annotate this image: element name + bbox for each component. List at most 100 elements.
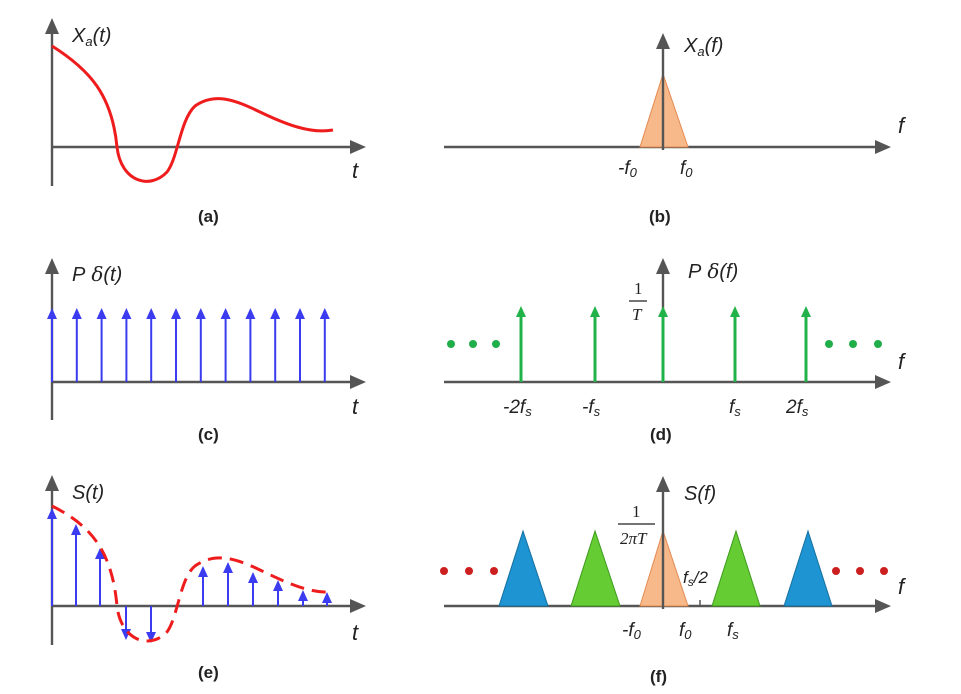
impulse bbox=[245, 308, 256, 382]
dot bbox=[874, 340, 882, 348]
panel-d-tick-2fs: 2fs bbox=[785, 397, 809, 419]
impulse bbox=[146, 308, 157, 382]
sample-impulse-arrowhead bbox=[273, 580, 283, 591]
dot bbox=[492, 340, 500, 348]
impulse bbox=[319, 308, 330, 382]
dot bbox=[832, 567, 840, 575]
panel-d-tick-fs: fs bbox=[729, 397, 741, 419]
panel-d-x-arrowhead bbox=[875, 375, 891, 389]
panel-f-fraction-numerator: 1 bbox=[632, 502, 641, 521]
panel-f-caption: (f) bbox=[650, 667, 667, 686]
panel-c-x-arrowhead bbox=[350, 375, 366, 389]
panel-f-triangle-neg2 bbox=[498, 529, 549, 607]
sample-impulse bbox=[71, 524, 81, 606]
panel-f-tick-neg-f0: -f0 bbox=[622, 620, 642, 642]
spectral-impulse bbox=[801, 306, 811, 382]
dot bbox=[825, 340, 833, 348]
impulse-arrowhead bbox=[220, 308, 231, 319]
spectral-impulse-arrowhead bbox=[516, 306, 526, 317]
impulse bbox=[96, 308, 107, 382]
panel-e-x-arrowhead bbox=[350, 599, 366, 613]
impulse-arrowhead bbox=[270, 308, 281, 319]
panel-e-y-arrowhead bbox=[45, 475, 59, 491]
panel-d-tick-neg-2fs: -2fs bbox=[503, 397, 532, 419]
panel-b-tick-pos-f0: f0 bbox=[680, 158, 693, 180]
sample-impulse-arrowhead bbox=[223, 562, 233, 573]
panel-f-triangle-pos1 bbox=[711, 529, 761, 607]
panel-f-dots-left bbox=[440, 567, 498, 575]
sample-impulse-arrowhead bbox=[198, 566, 208, 577]
sample-impulse bbox=[47, 508, 57, 606]
spectral-impulse-arrowhead bbox=[658, 306, 668, 317]
sample-impulse bbox=[273, 580, 283, 606]
spectral-impulse-arrowhead bbox=[801, 306, 811, 317]
impulse-arrowhead bbox=[295, 308, 305, 319]
sample-impulse-arrowhead bbox=[322, 592, 332, 603]
panel-d-dots-left bbox=[447, 340, 500, 348]
panel-a-xlabel: t bbox=[352, 158, 359, 183]
impulse bbox=[171, 308, 181, 382]
impulse bbox=[270, 308, 281, 382]
panel-d-fraction-numerator: 1 bbox=[634, 279, 643, 298]
panel-f-xlabel: f bbox=[898, 574, 907, 599]
panel-a-y-arrowhead bbox=[45, 18, 59, 34]
panel-b: Xa(f) f -f0 f0 (b) bbox=[444, 33, 907, 226]
panel-f-triangle-pos2 bbox=[783, 529, 833, 607]
panel-f: 1 2πT S(f) fs/2 f -f0 f0 fs (f) bbox=[440, 476, 907, 686]
sample-impulse bbox=[146, 606, 156, 643]
spectral-impulse-arrowhead bbox=[730, 306, 740, 317]
dot bbox=[490, 567, 498, 575]
panel-e-caption: (e) bbox=[198, 663, 219, 682]
panel-f-tick-pos-f0: f0 bbox=[679, 620, 692, 642]
panel-c-impulse-train bbox=[47, 308, 330, 382]
panel-a-ylabel: Xa(t) bbox=[71, 25, 111, 49]
spectral-impulse bbox=[658, 306, 668, 382]
panel-a-x-arrowhead bbox=[350, 140, 366, 154]
dot bbox=[880, 567, 888, 575]
spectral-impulse bbox=[590, 306, 600, 382]
sample-impulse-arrowhead bbox=[146, 632, 156, 643]
panel-e: S(t) t (e) bbox=[45, 475, 366, 682]
impulse-arrowhead bbox=[146, 308, 157, 319]
panel-b-ylabel: Xa(f) bbox=[683, 35, 723, 59]
panel-b-x-arrowhead bbox=[875, 140, 891, 154]
panel-a-caption: (a) bbox=[198, 207, 219, 226]
sample-impulse-arrowhead bbox=[47, 508, 57, 519]
dot bbox=[469, 340, 477, 348]
impulse-arrowhead bbox=[121, 308, 132, 319]
sample-impulse bbox=[223, 562, 233, 606]
sample-impulse-arrowhead bbox=[248, 572, 258, 583]
dot bbox=[440, 567, 448, 575]
panel-d-fraction-denominator: T bbox=[632, 305, 643, 324]
panel-f-ylabel: S(f) bbox=[684, 483, 716, 505]
impulse bbox=[47, 308, 57, 382]
panel-b-xlabel: f bbox=[898, 113, 907, 138]
spectral-impulse-arrowhead bbox=[590, 306, 600, 317]
panel-f-triangle-neg1 bbox=[570, 529, 621, 607]
panel-d-caption: (d) bbox=[650, 425, 672, 444]
sample-impulse-arrowhead bbox=[95, 548, 105, 559]
sample-impulse bbox=[298, 590, 308, 606]
impulse bbox=[220, 308, 231, 382]
panel-c-y-arrowhead bbox=[45, 258, 59, 274]
panel-f-fraction-denominator: 2πT bbox=[620, 529, 648, 548]
dot bbox=[465, 567, 473, 575]
panel-b-caption: (b) bbox=[649, 207, 671, 226]
sample-impulse-arrowhead bbox=[71, 524, 81, 535]
impulse-arrowhead bbox=[245, 308, 256, 319]
panel-c-xlabel: t bbox=[352, 394, 359, 419]
sample-impulse bbox=[322, 592, 332, 606]
impulse-arrowhead bbox=[319, 308, 330, 319]
impulse-arrowhead bbox=[47, 308, 57, 319]
panel-b-y-arrowhead bbox=[656, 33, 670, 49]
impulse-arrowhead bbox=[96, 308, 107, 319]
sample-impulse bbox=[248, 572, 258, 606]
panel-f-x-arrowhead bbox=[875, 599, 891, 613]
panel-f-half-fs-label: fs/2 bbox=[683, 568, 708, 589]
